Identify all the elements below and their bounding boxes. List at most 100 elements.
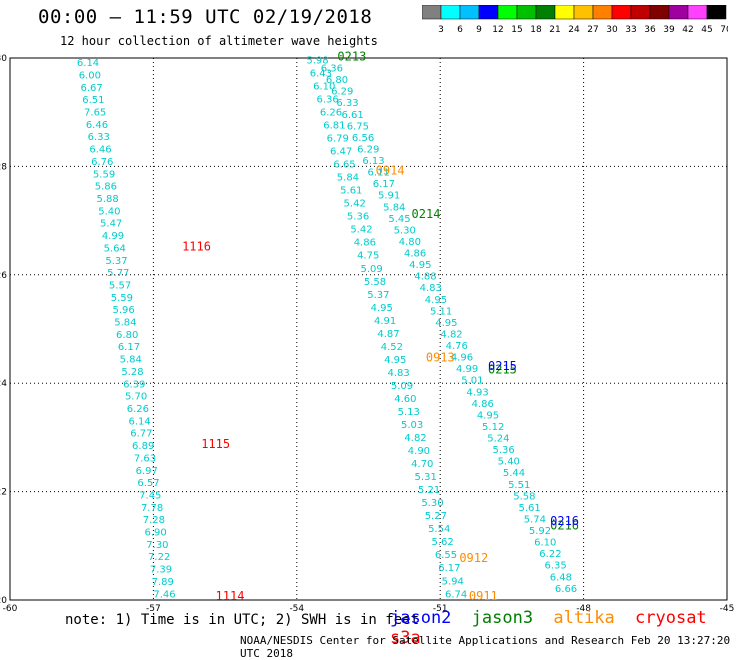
wave-height-value: 6.13 (362, 156, 384, 167)
x-tick-label: -45 (720, 604, 735, 614)
wave-height-value: 6.57 (137, 478, 159, 489)
wave-height-value: 6.61 (342, 110, 364, 121)
wave-height-value: 5.31 (415, 472, 437, 483)
legend-label: 24 (568, 25, 580, 35)
pass-time-label: 0911 (469, 589, 498, 603)
wave-height-value: 5.09 (360, 264, 382, 275)
wave-height-value: 5.58 (364, 277, 386, 288)
satellite-name-cryosat: cryosat (635, 608, 707, 628)
wave-height-value: 7.39 (150, 565, 172, 576)
wave-height-value: 4.83 (420, 283, 442, 294)
credit-line: NOAA/NESDIS Center for Satellite Applica… (240, 634, 731, 660)
wave-height-value: 6.14 (77, 58, 99, 69)
legend-label: 30 (606, 25, 618, 35)
pass-time-label: 0213 (337, 50, 366, 64)
wave-height-value: 5.13 (398, 407, 420, 418)
wave-height-value: 6.33 (88, 132, 110, 143)
pass-time-label: 0216 (550, 514, 579, 528)
wave-height-value: 5.44 (503, 468, 525, 479)
legend-label: 70 (720, 25, 728, 35)
wave-height-value: 5.58 (513, 491, 535, 502)
wave-height-value: 6.80 (116, 330, 138, 341)
wave-height-value: 6.36 (317, 94, 339, 105)
wave-height-value: 4.70 (411, 459, 433, 470)
wave-height-value: 6.74 (445, 589, 467, 600)
wave-height-value: 5.40 (98, 206, 120, 217)
legend-label: 9 (476, 25, 482, 35)
wave-height-value: 5.12 (482, 422, 504, 433)
wave-height-value: 4.95 (425, 295, 447, 306)
x-tick-label: -48 (576, 604, 591, 614)
y-tick-label: 28 (0, 162, 7, 172)
wave-height-value: 4.95 (477, 410, 499, 421)
color-scale-legend: 36912151821242730333639424570(ft) (422, 5, 728, 35)
wave-height-value: 6.17 (438, 563, 460, 574)
wave-height-value: 7.45 (139, 490, 161, 501)
x-tick-label: -54 (289, 604, 304, 614)
wave-height-value: 4.83 (388, 368, 410, 379)
wave-height-value: 4.76 (446, 341, 468, 352)
wave-height-value: 6.10 (534, 538, 556, 549)
wave-height-value: 6.97 (136, 466, 158, 477)
wave-height-value: 6.79 (327, 134, 349, 145)
wave-height-value: 4.95 (409, 260, 431, 271)
wave-height-value: 7.89 (152, 577, 174, 588)
legend-label: 3 (438, 25, 444, 35)
wave-height-value: 5.54 (428, 524, 450, 535)
wave-height-value: 5.11 (430, 306, 452, 317)
legend-label: 27 (587, 25, 598, 35)
wave-height-value: 6.22 (539, 549, 561, 560)
wave-height-value: 5.84 (383, 202, 405, 213)
wave-height-value: 6.14 (128, 416, 150, 427)
wave-height-value: 4.86 (354, 238, 376, 249)
wave-height-value: 6.67 (80, 83, 102, 94)
wave-height-value: 5.27 (425, 511, 447, 522)
wave-height-value: 6.51 (82, 95, 104, 106)
y-tick-label: 26 (0, 271, 7, 281)
wave-height-value: 5.37 (105, 256, 127, 267)
wave-height-value: 5.21 (418, 485, 440, 496)
chart-title: 00:00 – 11:59 UTC 02/19/2018 (38, 6, 373, 28)
wave-height-value: 6.66 (555, 584, 577, 595)
wave-height-value: 6.33 (336, 98, 358, 109)
wave-height-value: 6.65 (333, 160, 355, 171)
legend-label: 18 (530, 25, 542, 35)
wave-height-value: 4.96 (451, 353, 473, 364)
x-tick-label: -51 (433, 604, 448, 614)
legend-swatch (706, 5, 727, 20)
wave-height-value: 4.52 (381, 342, 403, 353)
wave-height-value: 6.77 (130, 429, 152, 440)
wave-height-value: 5.03 (401, 420, 423, 431)
wave-height-value: 5.61 (518, 503, 540, 514)
legend-label: 21 (549, 25, 560, 35)
wave-height-value: 4.95 (384, 355, 406, 366)
wave-height-value: 6.29 (331, 87, 353, 98)
wave-height-value: 5.47 (100, 219, 122, 230)
wave-height-value: 4.95 (371, 303, 393, 314)
map-frame (9, 57, 728, 601)
x-tick-label: -60 (3, 604, 18, 614)
wave-height-value: 5.84 (120, 355, 142, 366)
wave-height-value: 7.78 (141, 503, 163, 514)
wave-height-value: 6.29 (357, 144, 379, 155)
satellite-name-jason3: jason3 (471, 608, 534, 628)
wave-height-value: 4.91 (374, 316, 396, 327)
satellite-name-altika: altika (553, 608, 615, 628)
wave-height-value: 6.46 (89, 145, 111, 156)
wave-height-value: 6.80 (326, 75, 348, 86)
wave-height-value: 6.39 (123, 379, 145, 390)
wave-height-value: 6.35 (545, 561, 567, 572)
y-tick-label: 22 (0, 488, 7, 498)
wave-height-value: 7.28 (143, 515, 165, 526)
wave-height-value: 5.51 (508, 480, 530, 491)
wave-height-value: 5.24 (487, 434, 509, 445)
wave-height-value: 5.37 (367, 290, 389, 301)
wave-height-value: 4.86 (404, 249, 426, 260)
wave-height-value: 5.61 (340, 186, 362, 197)
wave-height-value: 6.47 (330, 147, 352, 158)
wave-height-value: 7.22 (148, 552, 170, 563)
wave-height-value: 4.80 (399, 237, 421, 248)
wave-height-value: 5.88 (96, 194, 118, 205)
wave-height-value: 6.00 (79, 70, 101, 81)
